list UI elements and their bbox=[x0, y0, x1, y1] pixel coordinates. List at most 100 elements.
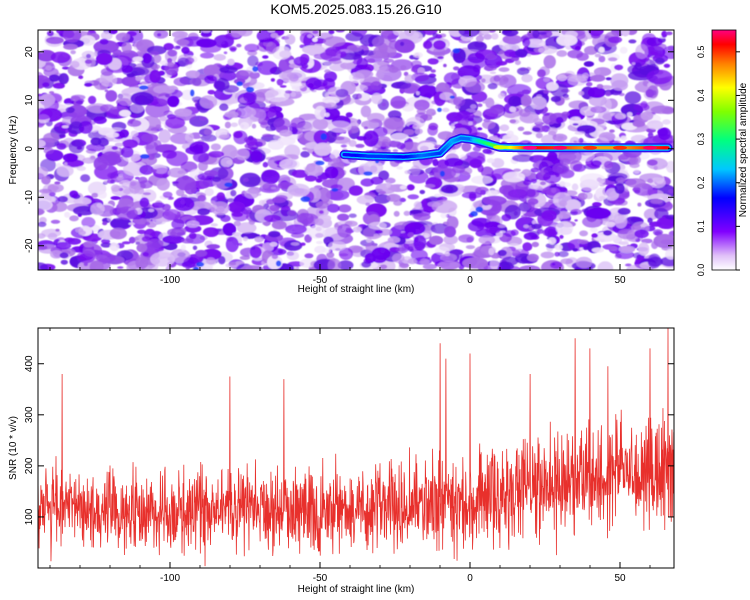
heatmap-noise-blob bbox=[624, 91, 642, 104]
heatmap-noise-blob bbox=[605, 77, 612, 81]
heatmap-noise-blob bbox=[325, 188, 350, 201]
heatmap-noise-blob bbox=[71, 94, 86, 101]
heatmap-noise-blob bbox=[547, 151, 558, 162]
heatmap-noise-blob bbox=[385, 177, 396, 184]
heatmap-noise-blob bbox=[151, 130, 159, 134]
heatmap-noise-blob bbox=[379, 264, 388, 270]
heatmap-noise-blob bbox=[407, 194, 420, 200]
heatmap-noise-blob bbox=[41, 175, 51, 185]
heatmap-noise-blob bbox=[223, 85, 240, 93]
heatmap-noise-blob bbox=[645, 89, 655, 98]
heatmap-noise-blob bbox=[315, 240, 323, 245]
heatmap-noise-blob bbox=[197, 208, 210, 216]
heatmap-noise-blob bbox=[491, 33, 499, 40]
heatmap-noise-blob bbox=[388, 140, 402, 148]
heatmap-noise-blob bbox=[352, 226, 362, 233]
colorbar: 0.0 0.1 0.2 0.3 0.4 0.5 Normalized spectral a… bbox=[696, 29, 749, 276]
heatmap-noise-blob bbox=[523, 224, 530, 229]
heatmap-noise-blob bbox=[506, 84, 532, 97]
heatmap-noise-blob bbox=[640, 111, 654, 121]
heatmap-noise-blob bbox=[290, 117, 306, 128]
colorbar-tick-label: 0.5 bbox=[696, 46, 706, 59]
heatmap-noise-blob bbox=[653, 233, 674, 249]
heatmap-noise-blob bbox=[110, 217, 132, 229]
heatmap-noise-blob bbox=[646, 69, 673, 85]
heatmap-noise-blob bbox=[174, 108, 193, 117]
heatmap-noise-blob bbox=[233, 130, 248, 145]
heatmap-noise-blob bbox=[590, 106, 607, 114]
heatmap-noise-blob bbox=[548, 199, 554, 203]
heatmap-noise-blob bbox=[173, 197, 195, 212]
heatmap-noise-blob bbox=[262, 161, 269, 168]
heatmap-noise-blob bbox=[570, 208, 582, 215]
heatmap-noise-blob bbox=[374, 194, 391, 204]
heatmap-noise-blob bbox=[464, 151, 486, 164]
heatmap-noise-blob bbox=[610, 112, 616, 117]
heatmap-noise-blob bbox=[189, 141, 210, 154]
heatmap-noise-blob bbox=[300, 242, 306, 246]
heatmap-noise-blob bbox=[650, 198, 663, 204]
heatmap-noise-blob bbox=[172, 181, 179, 184]
heatmap-noise-blob bbox=[439, 92, 454, 101]
heatmap-noise-blob bbox=[477, 164, 484, 173]
heatmap-noise-blob bbox=[497, 224, 506, 228]
heatmap-noise-blob bbox=[314, 105, 326, 120]
heatmap-noise-blob bbox=[523, 232, 538, 240]
heatmap-noise-blob bbox=[176, 39, 189, 46]
heatmap-noise-blob bbox=[245, 137, 258, 147]
heatmap-noise-blob bbox=[99, 73, 118, 87]
heatmap-noise-speckle bbox=[315, 160, 325, 166]
heatmap-noise-blob bbox=[393, 210, 400, 217]
heatmap-noise-blob bbox=[520, 94, 532, 107]
heatmap-noise-blob bbox=[412, 136, 419, 139]
heatmap-noise-blob bbox=[312, 37, 318, 42]
heatmap-noise-blob bbox=[486, 158, 495, 164]
heatmap-noise-blob bbox=[55, 241, 72, 250]
heatmap-noise-blob bbox=[223, 51, 228, 55]
heatmap-noise-blob bbox=[86, 53, 91, 59]
heatmap-noise-blob bbox=[180, 244, 186, 251]
heatmap-noise-blob bbox=[254, 91, 266, 104]
heatmap-noise-blob bbox=[468, 121, 473, 126]
heatmap-noise-blob bbox=[121, 65, 133, 73]
heatmap-noise-blob bbox=[76, 166, 86, 171]
heatmap-noise-blob bbox=[324, 69, 331, 74]
heatmap-noise-blob bbox=[522, 37, 531, 48]
heatmap-noise-blob bbox=[173, 77, 189, 87]
heatmap-noise-blob bbox=[244, 189, 259, 199]
heatmap-noise-blob bbox=[668, 189, 674, 194]
heatmap-noise-blob bbox=[72, 205, 96, 216]
heatmap-noise-blob bbox=[235, 148, 250, 161]
heatmap-noise-blob bbox=[228, 262, 237, 266]
heatmap-noise-blob bbox=[489, 71, 497, 75]
heatmap-noise-blob bbox=[443, 63, 447, 68]
heatmap-noise-blob bbox=[49, 91, 55, 94]
heatmap-noise-blob bbox=[504, 230, 516, 238]
heatmap-noise-blob bbox=[647, 256, 664, 267]
x-tick-label: -100 bbox=[160, 275, 180, 286]
heatmap-noise-blob bbox=[340, 51, 347, 58]
heatmap-noise-blob bbox=[184, 182, 197, 195]
heatmap-noise-blob bbox=[470, 104, 477, 109]
heatmap-noise-blob bbox=[231, 212, 243, 217]
heatmap-noise-blob bbox=[367, 112, 385, 123]
heatmap-noise-blob bbox=[515, 48, 528, 58]
heatmap-noise-blob bbox=[47, 183, 64, 193]
heatmap-noise-blob bbox=[278, 71, 295, 81]
heatmap-noise-blob bbox=[290, 91, 296, 97]
heatmap-noise-blob bbox=[203, 64, 221, 77]
heatmap-noise-blob bbox=[119, 181, 124, 185]
heatmap-noise-blob bbox=[110, 196, 121, 200]
heatmap-noise-blob bbox=[632, 224, 642, 231]
heatmap-noise-blob bbox=[119, 129, 129, 139]
heatmap-noise-blob bbox=[458, 234, 475, 243]
heatmap-noise-blob bbox=[521, 169, 532, 177]
heatmap-noise-blob bbox=[38, 208, 45, 216]
heatmap-noise-blob bbox=[189, 201, 212, 211]
heatmap-noise-blob bbox=[467, 52, 485, 64]
heatmap-noise-blob bbox=[38, 221, 47, 227]
heatmap-noise-blob bbox=[572, 123, 579, 126]
heatmap-noise-blob bbox=[277, 136, 296, 146]
heatmap-noise-blob bbox=[45, 36, 64, 45]
heatmap-noise-blob bbox=[69, 256, 78, 267]
